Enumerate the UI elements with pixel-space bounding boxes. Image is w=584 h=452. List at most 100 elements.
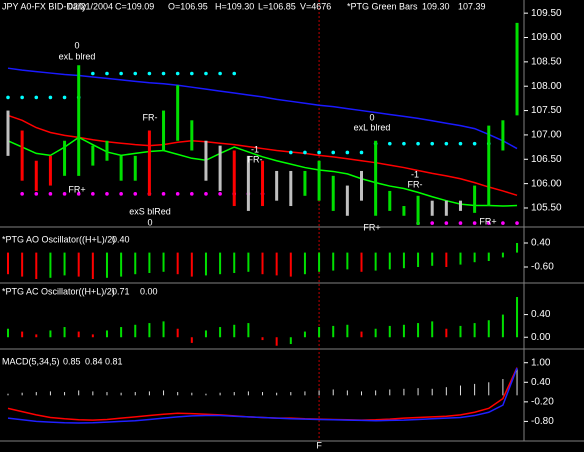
header-quote: V=4676 <box>300 1 331 11</box>
histogram-bar <box>303 331 306 338</box>
histogram-bar <box>501 252 504 258</box>
histogram-bar <box>388 252 391 270</box>
panel-readout: 0.40 <box>112 234 130 244</box>
fractal-dot <box>204 192 208 196</box>
histogram-bar <box>289 337 292 345</box>
fractal-dot <box>48 95 53 100</box>
histogram-bar <box>148 323 151 338</box>
histogram-bar <box>219 327 222 338</box>
y-tick-label: 106.50 <box>531 154 562 165</box>
histogram-bar <box>360 331 363 338</box>
header-date: 02/21/2004 <box>68 1 113 11</box>
fractal-dot <box>76 192 81 196</box>
annotation: FR+ <box>68 184 85 194</box>
annotation: exS blRed <box>129 206 171 216</box>
histogram-bar <box>190 337 193 343</box>
x-tick-label: F <box>316 440 322 450</box>
histogram-bar <box>261 252 264 275</box>
panel-readout: 0.71 <box>112 286 130 296</box>
fractal-dot <box>105 192 109 196</box>
histogram-bar <box>91 334 94 338</box>
fractal-dot <box>458 221 463 225</box>
histogram-bar <box>417 323 420 338</box>
macd-bar <box>502 379 504 396</box>
histogram-bar <box>49 252 52 278</box>
histogram-bar <box>77 331 80 338</box>
macd-bar <box>445 387 447 396</box>
fractal-dot <box>416 141 420 146</box>
fractal-dot <box>175 192 180 196</box>
macd-bar <box>191 392 193 396</box>
histogram-bar <box>473 323 476 338</box>
fractal-dot <box>91 71 95 76</box>
y-tick-label: -0.20 <box>531 396 554 407</box>
macd-bar <box>106 392 108 396</box>
histogram-bar <box>261 337 264 341</box>
fractal-dot <box>331 150 336 155</box>
histogram-bar <box>204 330 207 338</box>
annotation: -1 <box>251 144 259 154</box>
fractal-dot <box>190 192 194 196</box>
histogram-bar <box>162 252 165 272</box>
histogram-bar <box>318 327 321 338</box>
fractal-dot <box>34 95 39 100</box>
histogram-bar <box>275 337 278 346</box>
histogram-bar <box>120 327 123 338</box>
histogram-bar <box>134 252 137 275</box>
fractal-dot <box>204 71 208 76</box>
y-tick-label: 0.00 <box>531 332 551 343</box>
histogram-bar <box>473 252 476 263</box>
annotation: FR- <box>143 112 158 122</box>
histogram-bar <box>162 321 165 338</box>
macd-bar <box>35 392 37 396</box>
panel-readout: 0.85 <box>63 356 81 366</box>
histogram-bar <box>487 252 490 261</box>
moving-average <box>7 136 518 207</box>
histogram-bar <box>459 252 462 265</box>
y-tick-label: 1.00 <box>531 357 551 368</box>
header-symbol: JPY A0-FX BID-Daily <box>2 1 87 11</box>
macd-bar <box>262 392 264 396</box>
fractal-dot <box>317 150 321 155</box>
histogram-bar <box>77 252 80 277</box>
histogram-bar <box>516 243 519 253</box>
fractal-dot <box>303 150 307 155</box>
histogram-bar <box>445 252 448 267</box>
fractal-dot <box>289 150 293 155</box>
macd-bar <box>488 382 490 396</box>
macd-bar <box>516 368 518 396</box>
macd-bar <box>177 392 179 396</box>
histogram-bar <box>63 327 66 338</box>
fractal-dot <box>430 221 435 225</box>
macd-bar <box>361 391 362 396</box>
fractal-dot <box>190 71 194 76</box>
fractal-dot <box>62 192 67 196</box>
macd-bar <box>49 391 51 396</box>
fractal-dot <box>91 192 95 196</box>
macd-bar <box>332 389 334 396</box>
histogram-bar <box>120 252 123 277</box>
fractal-dot <box>20 95 24 100</box>
annotation: exL blred <box>354 122 391 132</box>
histogram-bar <box>346 324 349 338</box>
macd-bar <box>219 392 221 396</box>
fractal-dot <box>218 71 222 76</box>
fractal-dot <box>515 221 519 225</box>
fractal-dot <box>6 95 10 100</box>
y-tick-label: 108.00 <box>531 81 562 92</box>
macd-bar <box>92 391 94 396</box>
y-tick-label: 109.00 <box>531 32 562 43</box>
fractal-dot <box>472 141 477 146</box>
histogram-bar <box>35 334 38 338</box>
histogram-bar <box>91 252 94 279</box>
histogram-bar <box>374 328 377 338</box>
y-tick-label: 107.00 <box>531 130 562 141</box>
header-quote: H=109.30 <box>215 1 254 11</box>
fractal-dot <box>501 221 505 225</box>
fractal-dot <box>34 192 39 196</box>
histogram-bar <box>204 252 207 276</box>
histogram-bar <box>233 324 236 338</box>
panel-title: *PTG AO Oscillator((H+L)/2) <box>2 234 115 244</box>
